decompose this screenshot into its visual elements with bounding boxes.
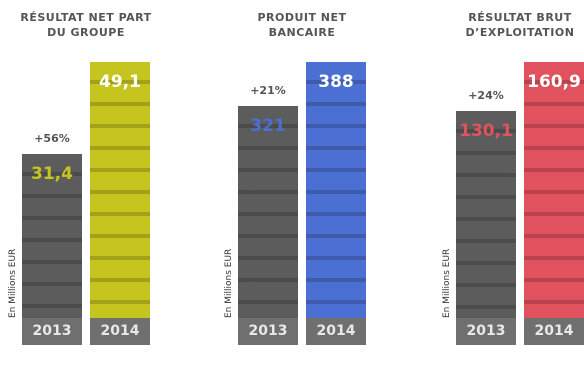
x-tick-label: 2014 (306, 318, 366, 345)
bar (90, 62, 150, 345)
growth-label: +24% (468, 89, 504, 102)
value-label: 130,1 (459, 121, 513, 141)
x-tick-label: 2014 (524, 318, 584, 345)
chart-title: RÉSULTAT NET PART DU GROUPE (20, 11, 152, 39)
growth-label: +21% (250, 84, 286, 98)
bar (22, 154, 82, 345)
bar (306, 62, 366, 345)
value-label: 388 (318, 72, 354, 92)
growth-label: +56% (34, 132, 70, 146)
bar (524, 62, 584, 345)
bar (456, 111, 516, 345)
value-label: 31,4 (31, 164, 73, 185)
x-tick-label: 2013 (238, 318, 298, 345)
y-axis-label: En Millions EUR (224, 248, 234, 318)
y-axis-label: En Millions EUR (8, 248, 18, 318)
chart-title: PRODUIT NET BANCAIRE (257, 11, 347, 39)
value-label: 49,1 (99, 72, 141, 92)
bar (238, 106, 298, 345)
value-label: 160,9 (527, 72, 581, 92)
x-tick-label: 2013 (22, 318, 82, 345)
value-label: 321 (250, 116, 286, 137)
x-tick-label: 2013 (456, 318, 516, 345)
chart-title: RÉSULTAT BRUT D’EXPLOITATION (465, 11, 575, 39)
y-axis-label: En Millions EUR (442, 248, 452, 318)
x-tick-label: 2014 (90, 318, 150, 345)
